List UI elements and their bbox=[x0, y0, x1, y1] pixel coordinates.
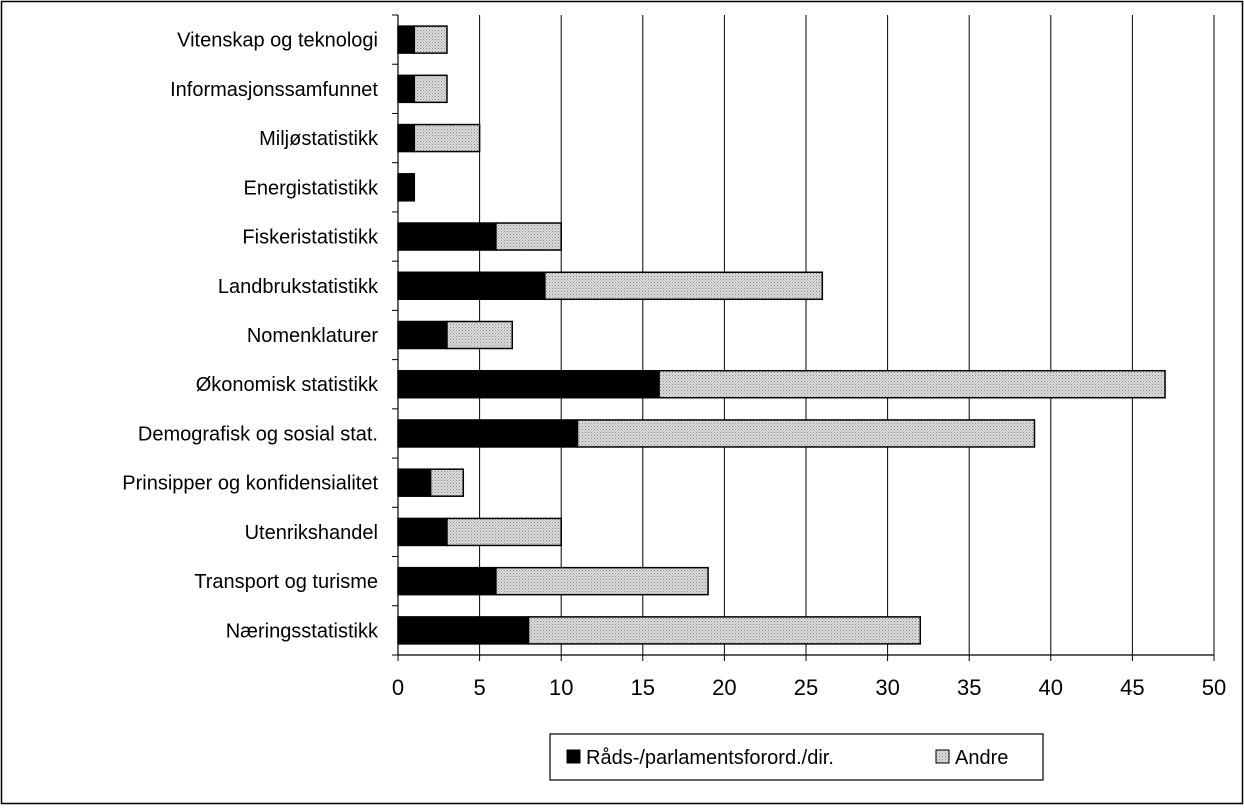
x-tick-label: 35 bbox=[957, 675, 981, 700]
legend-label-rads: Råds-/parlamentsforord./dir. bbox=[586, 747, 834, 769]
category-label: Demografisk og sosial stat. bbox=[138, 423, 378, 445]
category-label: Transport og turisme bbox=[194, 571, 378, 593]
category-label: Vitenskap og teknologi bbox=[177, 30, 378, 52]
category-label: Næringsstatistikk bbox=[226, 620, 379, 642]
legend-swatch-andre bbox=[935, 749, 950, 764]
category-label: Prinsipper og konfidensialitet bbox=[122, 473, 378, 495]
bar-segment-andre bbox=[413, 123, 481, 153]
bar-segment-andre bbox=[658, 369, 1166, 399]
legend-swatch-rads bbox=[566, 749, 581, 764]
x-tick-label: 40 bbox=[1039, 675, 1063, 700]
bar-segment-rads bbox=[397, 123, 416, 153]
x-tick-label: 25 bbox=[794, 675, 818, 700]
bar-segment-andre bbox=[544, 271, 824, 301]
x-tick-label: 0 bbox=[392, 675, 404, 700]
bar-segment-andre bbox=[495, 566, 709, 596]
category-label: Nomenklaturer bbox=[247, 325, 379, 347]
category-label: Økonomisk statistikk bbox=[196, 374, 379, 396]
category-label: Miljøstatistikk bbox=[259, 128, 379, 150]
bar-segment-andre bbox=[446, 320, 513, 350]
bar-segment-andre bbox=[527, 616, 921, 645]
bar-segment-andre bbox=[495, 222, 562, 251]
bar-segment-rads bbox=[397, 25, 416, 54]
bar-segment-rads bbox=[397, 566, 497, 596]
x-tick-label: 20 bbox=[712, 675, 736, 700]
bar-segment-andre bbox=[429, 468, 465, 497]
x-tick-label: 50 bbox=[1202, 675, 1226, 700]
x-tick-label: 10 bbox=[549, 675, 573, 700]
category-label: Utenrikshandel bbox=[245, 522, 378, 544]
x-tick-label: 5 bbox=[473, 675, 485, 700]
bar-segment-rads bbox=[397, 616, 530, 645]
x-tick-label: 45 bbox=[1120, 675, 1144, 700]
category-label: Fiskeristatistikk bbox=[242, 227, 379, 249]
category-label: Informasjonssamfunnet bbox=[170, 79, 378, 101]
bar-segment-andre bbox=[413, 74, 448, 104]
bar-segment-rads bbox=[397, 320, 448, 350]
bar-segment-rads bbox=[397, 222, 497, 251]
bar-segment-rads bbox=[397, 74, 416, 104]
bar-segment-rads bbox=[397, 419, 579, 448]
legend-label-andre: Andre bbox=[955, 747, 1008, 769]
bar-segment-andre bbox=[446, 517, 562, 547]
legend-box bbox=[549, 733, 1044, 781]
bar-segment-rads bbox=[397, 517, 448, 547]
category-label: Landbrukstatistikk bbox=[218, 276, 379, 298]
bar-segment-rads bbox=[397, 271, 546, 301]
x-tick-label: 15 bbox=[631, 675, 655, 700]
bar-segment-rads bbox=[397, 468, 432, 497]
bar-segment-rads bbox=[397, 369, 660, 399]
bar-segment-andre bbox=[413, 25, 448, 54]
bar-segment-andre bbox=[576, 419, 1036, 448]
bar-segment-rads bbox=[397, 173, 416, 202]
x-tick-label: 30 bbox=[875, 675, 899, 700]
category-label: Energistatistikk bbox=[244, 177, 379, 199]
